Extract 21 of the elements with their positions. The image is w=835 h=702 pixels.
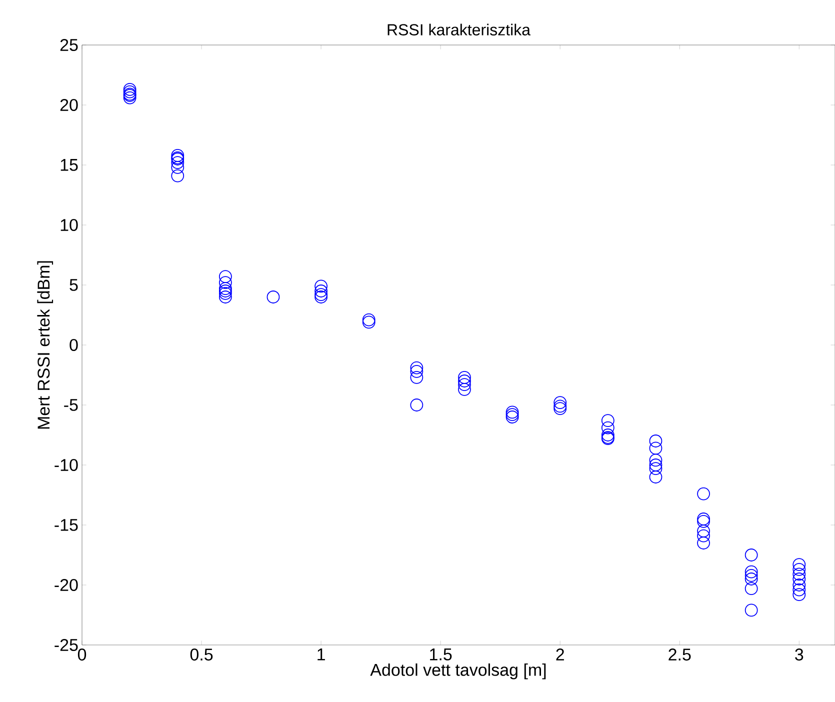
x-tick-label: 0.5 (190, 648, 213, 661)
y-tick-label: -5 (64, 399, 78, 411)
y-axis-title: Mert RSSI ertek [dBm] (37, 261, 54, 429)
y-tick-label: -20 (54, 578, 78, 592)
x-tick-label: 3 (795, 648, 804, 661)
y-tick-label: 15 (60, 159, 78, 171)
y-tick-label: 10 (60, 218, 78, 232)
y-tick-label: 0 (70, 338, 78, 352)
x-tick-label: 1.5 (430, 648, 452, 660)
y-tick-label: -10 (54, 458, 78, 472)
x-tick-label: 0 (78, 648, 86, 661)
x-tick-label: 1 (318, 648, 325, 660)
x-tick-label: 2.5 (668, 648, 691, 661)
x-axis-title: Adotol vett tavolsag [m] (370, 663, 546, 680)
x-tick-label: 2 (556, 648, 564, 660)
y-tick-label: 25 (60, 38, 78, 52)
y-tick-label: 20 (60, 98, 78, 112)
chart-title: RSSI karakterisztika (388, 24, 530, 36)
y-tick-label: -15 (54, 519, 78, 531)
y-tick-label: 5 (70, 279, 78, 291)
y-tick-label: -25 (54, 638, 78, 652)
